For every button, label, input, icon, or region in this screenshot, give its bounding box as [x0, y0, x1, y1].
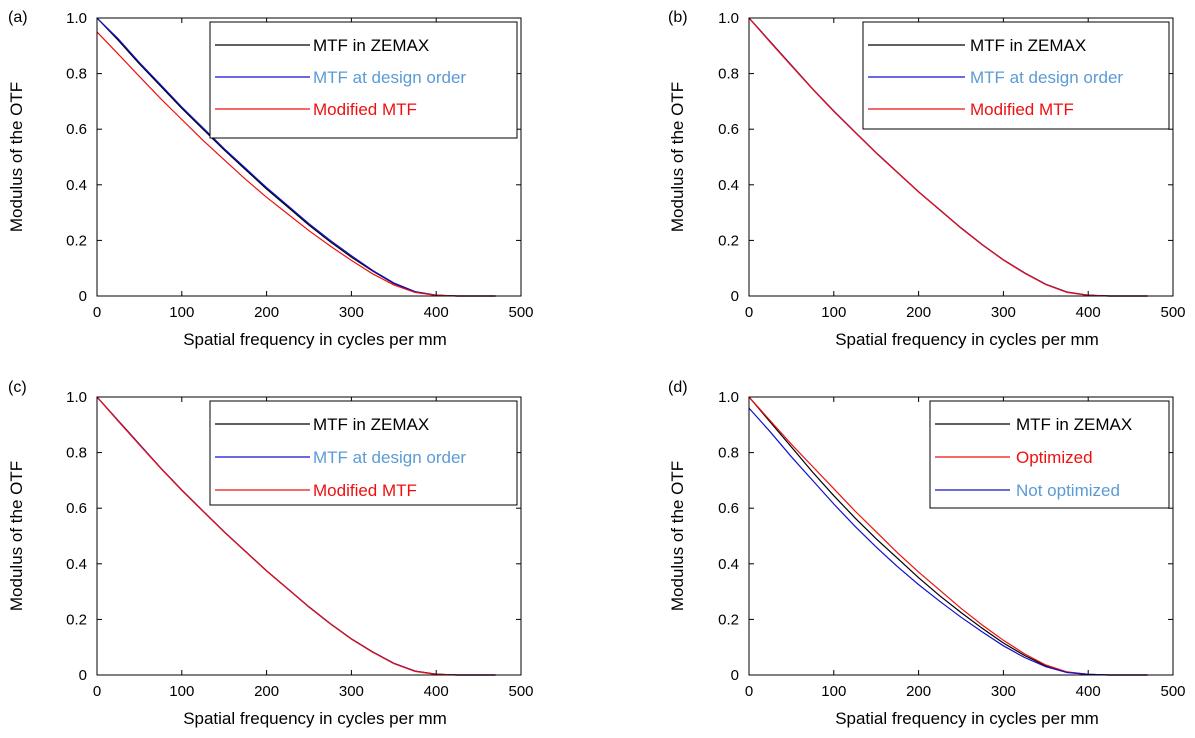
- legend-box: [209, 21, 518, 139]
- series-line-3: [748, 17, 1148, 297]
- y-tick-label: 1.0: [66, 10, 87, 27]
- x-tick-label: 200: [906, 683, 931, 700]
- chart-panel-3: (c) 0 100 200 300 400 500 0 0.2 0.4 0.6 0.8 1.0 Spati…: [7, 379, 534, 728]
- x-tick-label: 0: [93, 304, 101, 321]
- plot-frame: [748, 17, 1174, 297]
- x-tick-label: 400: [424, 683, 449, 700]
- x-axis-label: Spatial frequency in cycles per mm: [183, 330, 447, 349]
- legend-box: [209, 400, 518, 506]
- x-tick-label: 0: [745, 304, 753, 321]
- x-tick-label: 400: [424, 304, 449, 321]
- x-tick-label: 300: [991, 683, 1016, 700]
- x-tick-label: 300: [991, 304, 1016, 321]
- x-tick-label: 100: [169, 683, 194, 700]
- chart-panel-1: (a) 0 100 200 300 400 500 0 0.2 0.4 0.6 0.8 1.0 Spati…: [7, 9, 534, 349]
- y-tick-label: 0.2: [66, 611, 87, 628]
- legend-box: [862, 21, 1170, 130]
- y-tick-label: 0.4: [66, 177, 87, 194]
- x-tick-label: 100: [821, 304, 846, 321]
- panel-label: (d): [668, 379, 688, 396]
- y-axis-label: Modulus of the OTF: [7, 461, 26, 611]
- y-tick-label: 1.0: [66, 389, 87, 406]
- y-tick-label: 0.4: [66, 556, 87, 573]
- legend-entry-2: MTF at design order: [313, 68, 466, 87]
- y-tick-label: 0.8: [66, 66, 87, 83]
- legend-entry-3: Modified MTF: [313, 100, 417, 119]
- y-tick-label: 1.0: [718, 389, 739, 406]
- x-tick-label: 100: [169, 304, 194, 321]
- y-tick-label: 0.6: [718, 121, 739, 138]
- chart-panel-4: (d) 0 100 200 300 400 500 0 0.2 0.4 0.6 0.8 1.0 Spati…: [668, 379, 1186, 728]
- y-tick-label: 0: [79, 667, 87, 684]
- x-tick-label: 200: [254, 304, 279, 321]
- legend: MTF in ZEMAX MTF at design order Modified …: [862, 21, 1170, 130]
- x-tick-label: 500: [1160, 304, 1185, 321]
- y-axis-label: Modulus of the OTF: [7, 82, 26, 232]
- series-line-3: [748, 407, 1148, 676]
- panel-label: (a): [8, 9, 28, 26]
- legend: MTF in ZEMAX MTF at design order Modified …: [209, 21, 518, 139]
- y-tick-label: 0.2: [66, 232, 87, 249]
- x-tick-label: 300: [339, 304, 364, 321]
- x-tick-label: 500: [508, 304, 533, 321]
- x-axis-label: Spatial frequency in cycles per mm: [835, 709, 1099, 728]
- y-tick-label: 1.0: [718, 10, 739, 27]
- legend-entry-1: MTF in ZEMAX: [970, 36, 1086, 55]
- x-tick-label: 500: [508, 683, 533, 700]
- y-tick-label: 0.8: [66, 445, 87, 462]
- legend-entry-2: MTF at design order: [970, 68, 1123, 87]
- x-tick-label: 400: [1076, 304, 1101, 321]
- legend-entry-1: MTF in ZEMAX: [1016, 415, 1132, 434]
- y-tick-label: 0.8: [718, 445, 739, 462]
- y-tick-label: 0.4: [718, 556, 739, 573]
- plot-frame: [748, 396, 1174, 676]
- x-tick-label: 100: [821, 683, 846, 700]
- x-tick-label: 500: [1160, 683, 1185, 700]
- legend-entry-3: Modified MTF: [970, 100, 1074, 119]
- legend-entry-2: Optimized: [1016, 448, 1093, 467]
- y-tick-label: 0.8: [718, 66, 739, 83]
- plot-frame: [96, 17, 522, 297]
- y-tick-label: 0.6: [66, 121, 87, 138]
- x-tick-label: 200: [254, 683, 279, 700]
- legend-entry-2: MTF at design order: [313, 448, 466, 467]
- y-tick-label: 0.6: [66, 500, 87, 517]
- x-axis-label: Spatial frequency in cycles per mm: [183, 709, 447, 728]
- legend-entry-1: MTF in ZEMAX: [313, 36, 429, 55]
- plot-frame: [96, 396, 522, 676]
- x-axis-label: Spatial frequency in cycles per mm: [835, 330, 1099, 349]
- series-line-3: [96, 396, 496, 676]
- y-tick-label: 0.2: [718, 611, 739, 628]
- y-tick-label: 0: [79, 288, 87, 305]
- chart-panel-2: (b) 0 100 200 300 400 500 0 0.2 0.4 0.6 0.8 1.0 Spati…: [668, 9, 1186, 349]
- y-axis-label: Modulus of the OTF: [668, 461, 687, 611]
- legend-entry-3: Modified MTF: [313, 481, 417, 500]
- y-tick-label: 0.2: [718, 232, 739, 249]
- legend: MTF in ZEMAX MTF at design order Modified …: [209, 400, 518, 506]
- y-tick-label: 0.6: [718, 500, 739, 517]
- y-tick-label: 0: [731, 288, 739, 305]
- panel-label: (c): [8, 379, 27, 396]
- x-tick-label: 0: [93, 683, 101, 700]
- legend-entry-3: Not optimized: [1016, 481, 1120, 500]
- panel-label: (b): [668, 9, 688, 26]
- legend: MTF in ZEMAX Optimized Not optimized: [929, 400, 1170, 509]
- series-line-3: [96, 31, 496, 297]
- y-tick-label: 0.4: [718, 177, 739, 194]
- x-tick-label: 300: [339, 683, 364, 700]
- y-tick-label: 0: [731, 667, 739, 684]
- legend-entry-1: MTF in ZEMAX: [313, 415, 429, 434]
- x-tick-label: 0: [745, 683, 753, 700]
- x-tick-label: 200: [906, 304, 931, 321]
- x-tick-label: 400: [1076, 683, 1101, 700]
- y-axis-label: Modulus of the OTF: [668, 82, 687, 232]
